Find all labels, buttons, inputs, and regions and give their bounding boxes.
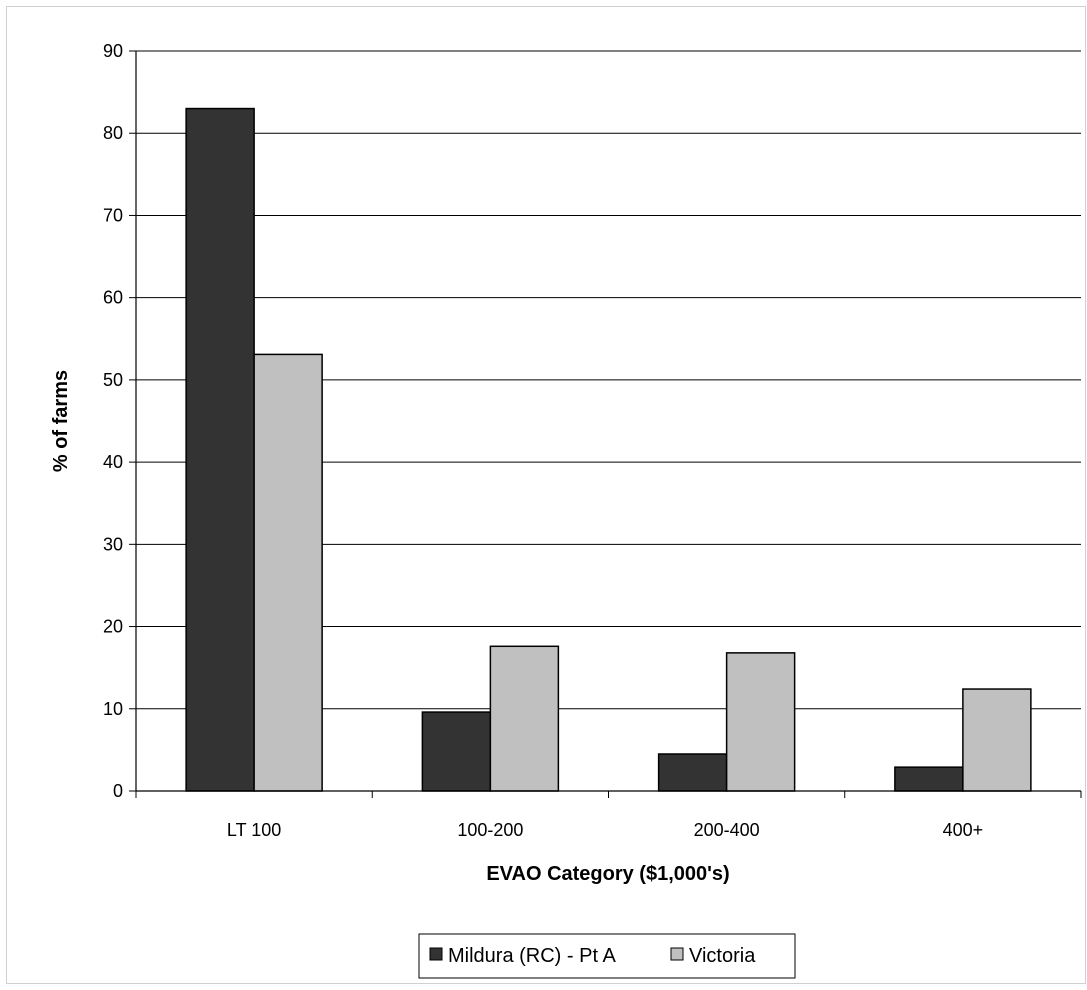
bar-mildura-2	[657, 753, 728, 792]
y-axis-title: % of farms	[50, 370, 72, 472]
y-tick-label: 40	[103, 452, 123, 472]
legend-box	[418, 933, 796, 979]
legend-label-mildura: Mildura (RC) - Pt A	[448, 945, 616, 967]
bar-mildura-1	[421, 711, 492, 792]
bar-mildura-0	[185, 107, 255, 792]
y-tick-label: 20	[103, 617, 123, 637]
y-tick-label: 30	[103, 534, 123, 554]
bar-victoria-0	[253, 353, 323, 792]
legend-swatch-victoria	[670, 947, 684, 961]
bar-mildura-3	[894, 766, 964, 792]
x-tick-label: LT 100	[227, 820, 281, 840]
bar-victoria-1	[489, 645, 560, 792]
legend-swatch-mildura	[429, 947, 443, 961]
y-tick-label: 10	[103, 699, 123, 719]
tick-labels: 0 10 20 30 40 50 60 70 80 90 LT 100 100-200 200-400 4…	[103, 41, 983, 840]
x-tick-label: 200-400	[694, 820, 760, 840]
axes	[129, 50, 1082, 798]
legend-label-victoria: Victoria	[689, 945, 756, 967]
bar-chart: 0 10 20 30 40 50 60 70 80 90 LT 100 100-200 200-400 4…	[50, 41, 1082, 979]
x-tick-label: 100-200	[457, 820, 523, 840]
x-tick-label: 400+	[943, 820, 984, 840]
legend: Mildura (RC) - Pt A Victoria	[418, 933, 796, 979]
chart-frame: 0 10 20 30 40 50 60 70 80 90 LT 100 100-200 200-400 4…	[6, 6, 1086, 984]
y-tick-label: 60	[103, 288, 123, 308]
y-tick-label: 50	[103, 370, 123, 390]
bar-victoria-3	[962, 688, 1032, 792]
bar-victoria-2	[725, 652, 796, 792]
x-axis-title: EVAO Category ($1,000's)	[486, 863, 729, 885]
y-tick-label: 90	[103, 41, 123, 61]
y-tick-label: 70	[103, 205, 123, 225]
y-tick-label: 0	[113, 781, 123, 801]
y-tick-label: 80	[103, 123, 123, 143]
bars	[185, 107, 1032, 792]
